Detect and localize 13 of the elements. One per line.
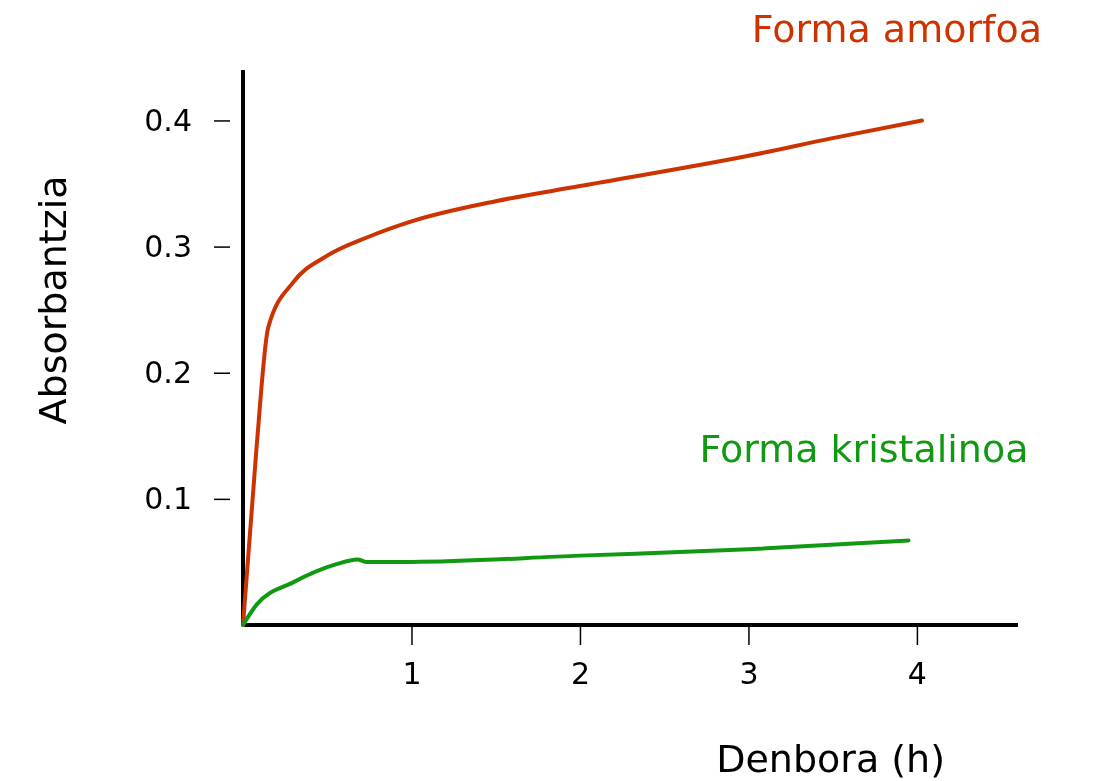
y-tick-label: 0.3: [144, 228, 192, 264]
y-tick-label: 0.1: [144, 480, 192, 516]
text: Forma amorfoa: [751, 7, 1042, 52]
y-axis-title: Absorbantzia: [31, 175, 75, 425]
text: Forma kristalinoa: [699, 427, 1029, 472]
x-tick-label: 2: [570, 656, 590, 692]
x-tick-label: 3: [739, 656, 759, 692]
x-axis-title: Denbora (h): [716, 737, 945, 781]
line-series: [241, 538, 911, 627]
x-tick-label: 1: [402, 656, 422, 692]
y-tick-label: 0.4: [144, 102, 192, 138]
y-tick-label: 0.2: [144, 354, 192, 390]
x-tick-label: 4: [907, 656, 927, 692]
